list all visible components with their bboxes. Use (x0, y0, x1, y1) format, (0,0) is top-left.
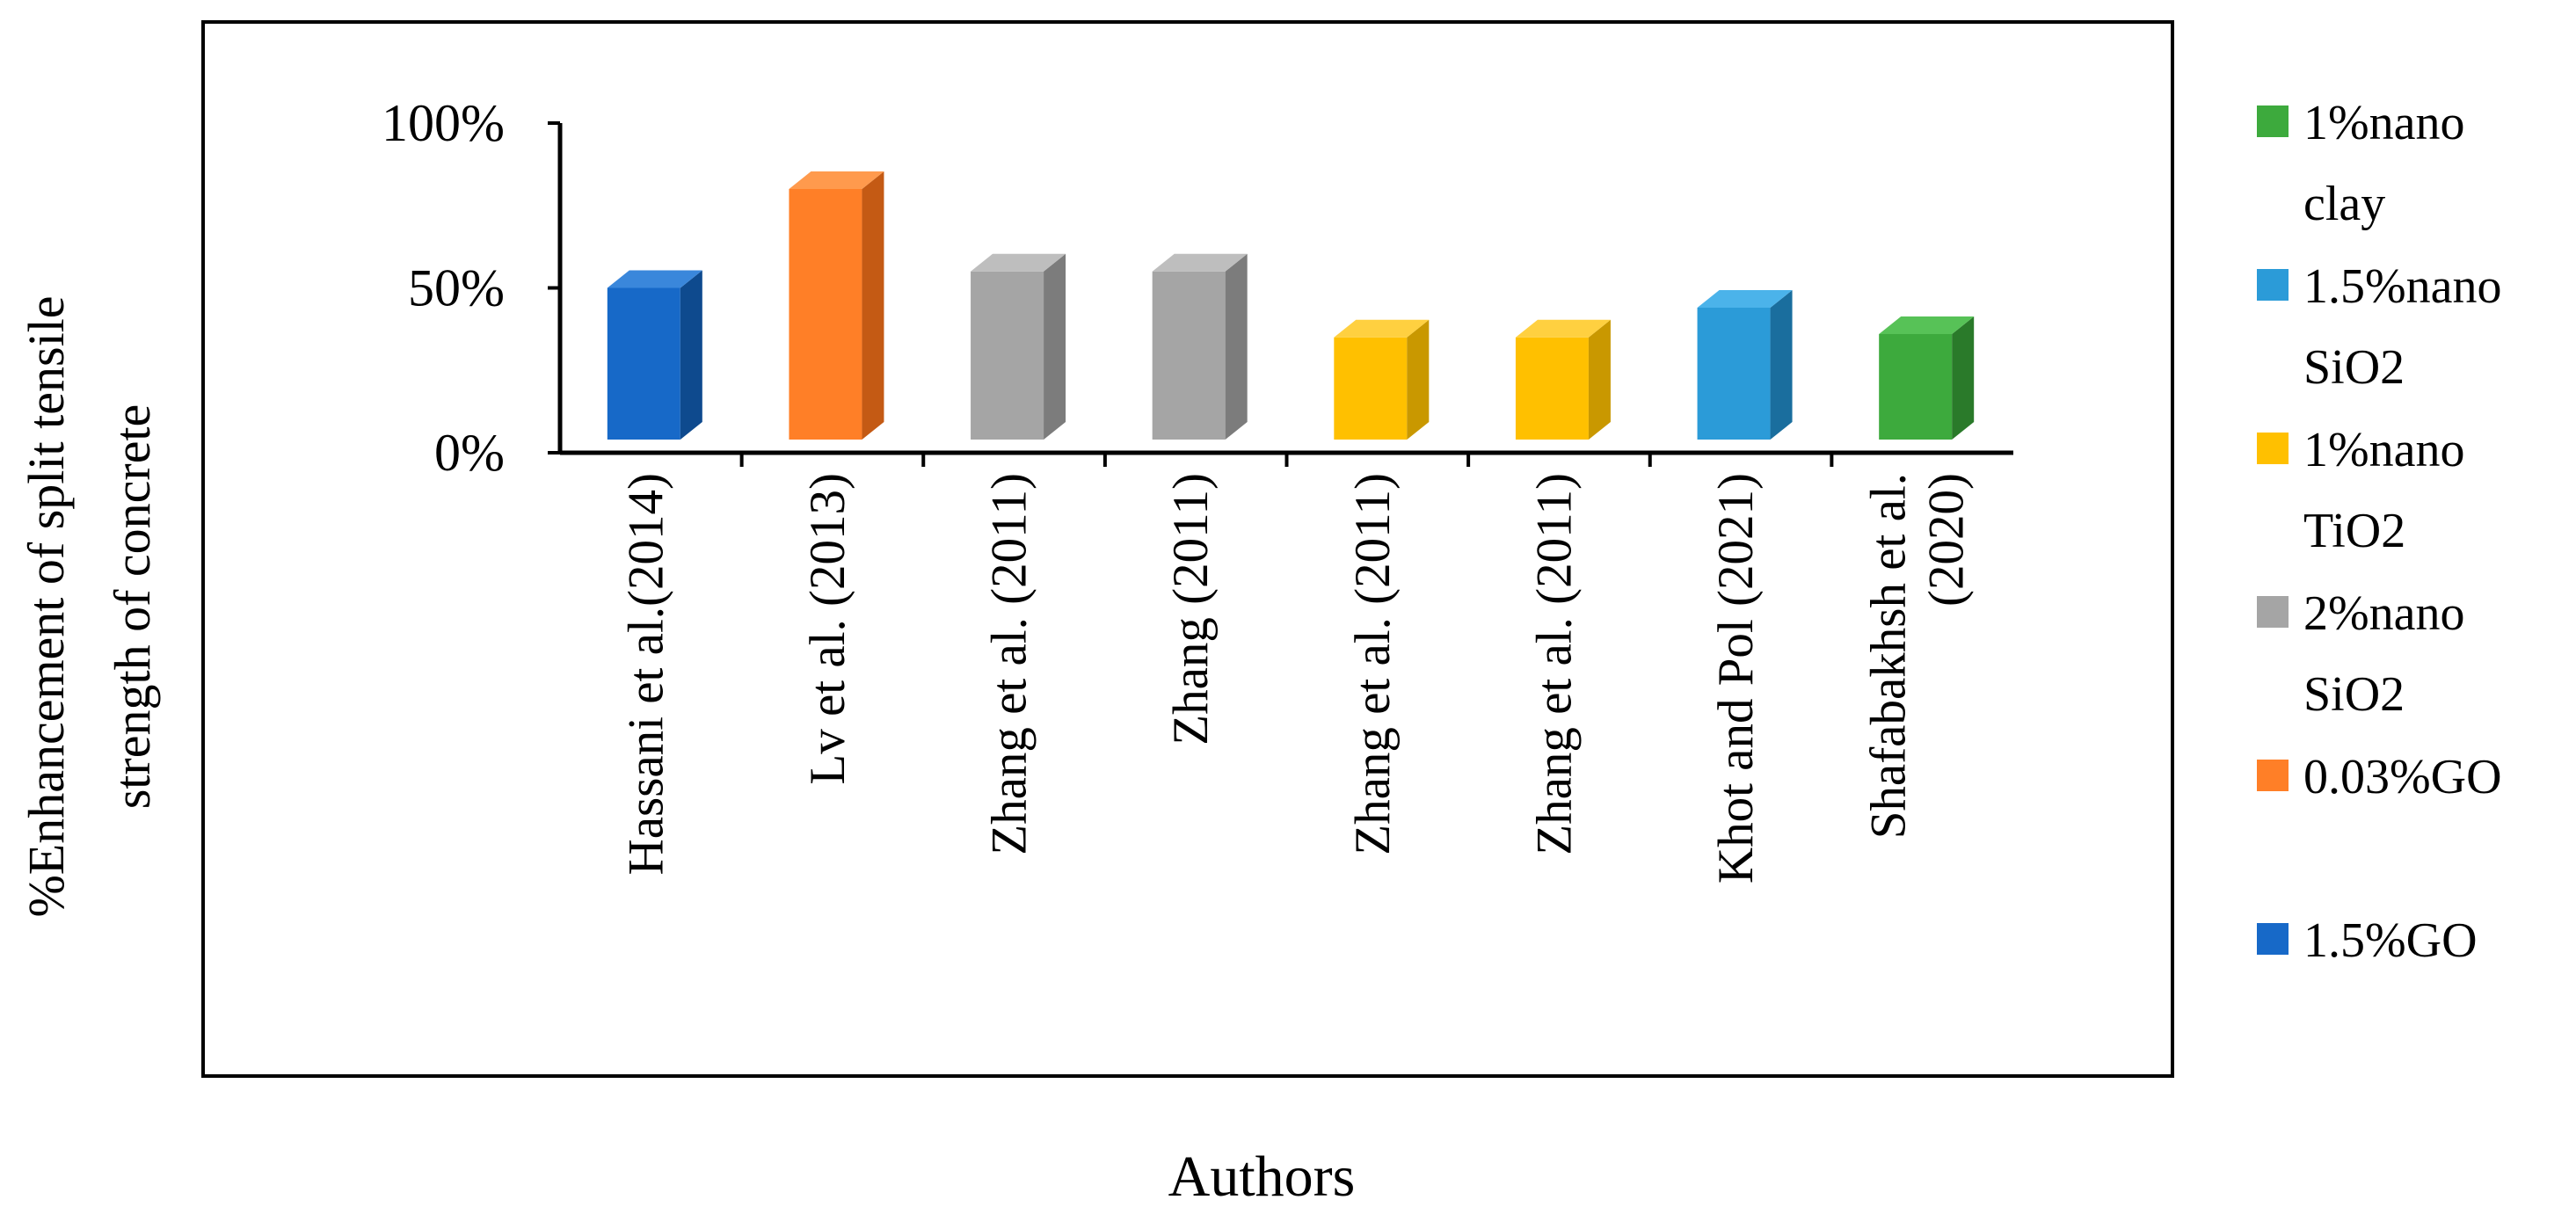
bar-top-5 (1334, 319, 1430, 338)
x-axis-title: Authors (1168, 1145, 1356, 1209)
legend-label-2-line-2: SiO2 (2303, 340, 2405, 395)
legend-label-2-line-1: 1.5%nano (2303, 259, 2502, 314)
legend-label-4-line-1: 2%nano (2303, 586, 2465, 641)
bar-2 (789, 171, 884, 440)
x-tick-label-2: Lv et al. (2013) (800, 473, 855, 785)
y-tick-label-3: 100% (382, 94, 505, 152)
bar-4 (1152, 253, 1248, 440)
legend-label-6-line-1: 1.5%GO (2303, 913, 2478, 968)
bar-side-6 (1588, 319, 1611, 440)
legend-swatch-4 (2257, 596, 2289, 628)
legend-item-2: 1.5%nano SiO2 (2257, 259, 2502, 395)
bar-front-7 (1697, 308, 1771, 440)
bar-6 (1515, 319, 1611, 440)
x-tick-labels: Hassani et al.(2014) Lv et al. (2013) Zhan… (618, 473, 1974, 884)
bar-side-3 (1044, 253, 1066, 440)
bar-top-6 (1515, 319, 1611, 338)
bar-side-2 (862, 171, 884, 440)
y-axis-title: %Enhancement of split tensile strength of… (18, 295, 161, 917)
bars (607, 171, 1975, 440)
bar-side-8 (1952, 316, 1975, 440)
x-tick-label-3: Zhang et al. (2011) (982, 473, 1037, 855)
bar-7 (1697, 290, 1793, 440)
bar-top-7 (1697, 290, 1793, 308)
legend-label-4-line-2: SiO2 (2303, 667, 2405, 722)
legend-swatch-5 (2257, 760, 2289, 791)
legend-label-1-line-1: 1%nano (2303, 96, 2465, 150)
bar-5 (1334, 319, 1430, 440)
bar-front-2 (789, 189, 862, 440)
x-tick-label-8-line-1: Shafabakhsh et al. (1861, 473, 1917, 839)
x-tick-label-6: Zhang et al. (2011) (1526, 473, 1582, 855)
bar-1 (607, 270, 702, 440)
legend-swatch-6 (2257, 923, 2289, 955)
bar-side-1 (680, 270, 702, 440)
bar-top-1 (607, 270, 702, 288)
legend: 1%nano clay 1.5%nano SiO2 1%nano TiO2 2%nano Si… (2257, 96, 2502, 968)
legend-item-3: 1%nano TiO2 (2257, 423, 2465, 558)
x-tick-label-8-line-2: (2020) (1919, 473, 1975, 607)
bar-front-6 (1515, 337, 1589, 440)
legend-label-3-line-1: 1%nano (2303, 423, 2465, 477)
x-tick-label-1: Hassani et al.(2014) (618, 473, 673, 875)
bar-side-5 (1407, 319, 1430, 440)
legend-label-5-line-1: 0.03%GO (2303, 750, 2502, 804)
plot-frame (201, 20, 2174, 1078)
y-tick-label-2: 50% (408, 259, 505, 317)
bar-top-8 (1879, 316, 1975, 334)
legend-item-4: 2%nano SiO2 (2257, 586, 2465, 722)
legend-label-3-line-2: TiO2 (2303, 504, 2405, 558)
bar-front-3 (971, 271, 1044, 440)
legend-item-1: 1%nano clay (2257, 96, 2465, 231)
legend-swatch-2 (2257, 269, 2289, 301)
bar-front-8 (1879, 334, 1953, 440)
bar-side-7 (1770, 290, 1793, 440)
legend-swatch-1 (2257, 105, 2289, 137)
x-tick-label-5: Zhang et al. (2011) (1345, 473, 1401, 855)
bar-front-4 (1152, 271, 1226, 440)
bar-3 (971, 253, 1066, 440)
y-axis-title-line-1: %Enhancement of split tensile (18, 295, 75, 917)
y-axis-title-line-2: strength of concrete (104, 404, 161, 810)
axes: 0% 50% 100% (382, 94, 2013, 482)
bar-8 (1879, 316, 1975, 440)
legend-item-5: 0.03%GO (2257, 750, 2502, 804)
x-tick-label-7: Khot and Pol (2021) (1708, 473, 1764, 884)
legend-label-1-line-2: clay (2303, 177, 2385, 231)
y-tick-label-1: 0% (434, 424, 505, 482)
legend-swatch-3 (2257, 433, 2289, 464)
legend-item-6: 1.5%GO (2257, 913, 2478, 968)
bar-top-2 (789, 171, 884, 189)
bar-front-5 (1334, 337, 1408, 440)
bar-top-4 (1152, 253, 1248, 272)
bar-side-4 (1225, 253, 1248, 440)
x-tick-label-4: Zhang (2011) (1163, 473, 1219, 745)
bar-top-3 (971, 253, 1066, 272)
bar-front-1 (607, 287, 680, 440)
